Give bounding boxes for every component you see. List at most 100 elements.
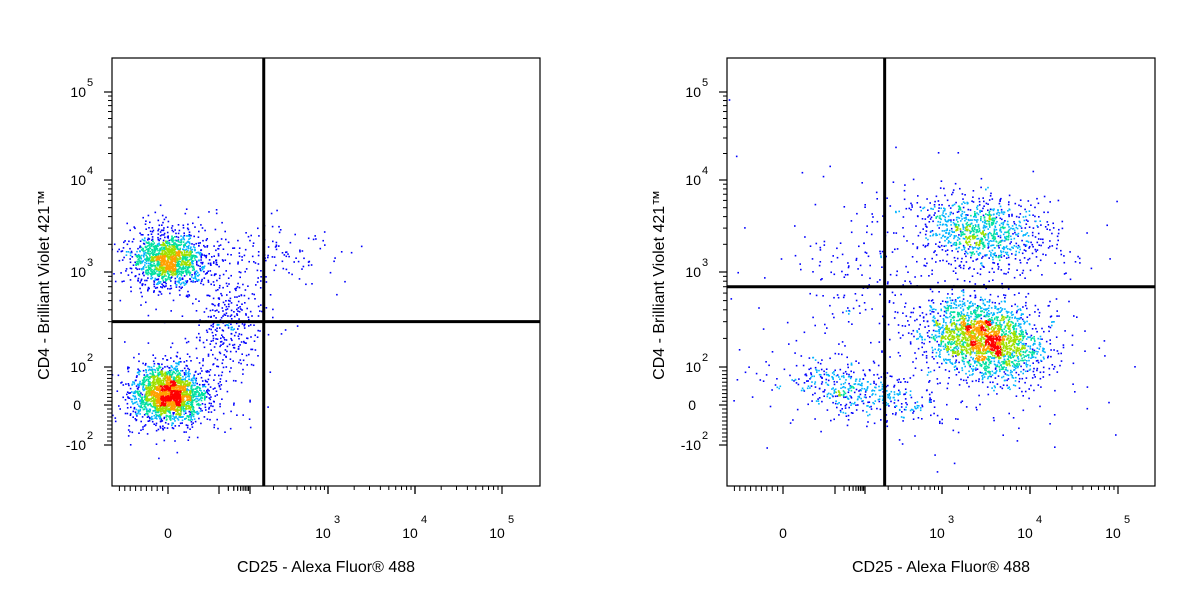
- event-point: [127, 429, 130, 431]
- event-point: [694, 351, 696, 353]
- event-point: [165, 216, 167, 219]
- event-point: [198, 273, 201, 276]
- event-point: [206, 391, 209, 394]
- event-point: [168, 253, 171, 256]
- event-point: [196, 382, 198, 385]
- event-point: [955, 201, 957, 204]
- x-tick-label: 10: [315, 525, 331, 541]
- event-point: [184, 262, 187, 264]
- event-point: [147, 378, 150, 381]
- event-point: [170, 399, 173, 401]
- event-point: [161, 252, 164, 254]
- event-point: [165, 264, 168, 267]
- event-point: [233, 334, 236, 337]
- event-point: [823, 395, 825, 397]
- event-point: [161, 363, 163, 366]
- event-point: [206, 245, 209, 247]
- event-point: [175, 271, 178, 273]
- event-point: [150, 245, 152, 247]
- event-point: [156, 386, 159, 388]
- event-point: [212, 335, 214, 337]
- event-point: [275, 248, 278, 251]
- event-point: [198, 407, 201, 409]
- event-point: [976, 305, 979, 307]
- event-point: [160, 405, 162, 407]
- event-point: [167, 260, 169, 262]
- event-point: [175, 380, 177, 382]
- event-point: [147, 234, 150, 236]
- event-point: [864, 251, 867, 254]
- event-point: [202, 385, 204, 388]
- event-point: [237, 307, 240, 309]
- event-point: [162, 380, 165, 383]
- event-point: [138, 405, 140, 407]
- event-point: [190, 276, 193, 278]
- event-point: [127, 396, 129, 398]
- event-point: [210, 402, 212, 405]
- event-point: [1004, 373, 1007, 375]
- event-point: [211, 331, 214, 334]
- event-point: [126, 402, 129, 405]
- event-point: [165, 386, 168, 389]
- event-point: [220, 337, 222, 340]
- event-point: [171, 255, 174, 258]
- event-point: [149, 250, 151, 253]
- event-point: [163, 261, 165, 263]
- event-point: [162, 244, 165, 246]
- event-point: [974, 296, 977, 298]
- event-point: [163, 281, 165, 284]
- event-point: [905, 315, 908, 317]
- event-point: [152, 403, 155, 405]
- event-point: [135, 275, 137, 277]
- event-point: [244, 248, 247, 251]
- event-point: [169, 243, 171, 246]
- event-point: [221, 307, 224, 309]
- event-point: [976, 368, 979, 370]
- event-point: [200, 261, 202, 264]
- event-point: [142, 267, 144, 270]
- event-point: [1026, 370, 1029, 372]
- event-point: [182, 236, 184, 239]
- event-point: [173, 416, 176, 419]
- event-point: [170, 227, 173, 229]
- event-point: [237, 261, 239, 263]
- event-point: [177, 232, 180, 235]
- event-point: [155, 416, 157, 418]
- event-point: [198, 417, 200, 420]
- event-point: [971, 380, 974, 383]
- event-point: [1060, 360, 1063, 362]
- event-point: [194, 275, 196, 277]
- event-point: [855, 299, 858, 302]
- event-point: [153, 382, 156, 385]
- event-point: [197, 373, 199, 375]
- event-point: [187, 375, 189, 378]
- event-point: [129, 413, 132, 415]
- event-point: [197, 395, 199, 398]
- event-point: [150, 259, 152, 262]
- event-point: [161, 407, 163, 410]
- event-point: [178, 425, 180, 427]
- event-point: [957, 250, 959, 253]
- event-point: [875, 191, 878, 194]
- event-point: [164, 236, 166, 239]
- event-point: [167, 272, 169, 274]
- event-point: [888, 405, 890, 407]
- event-point: [198, 362, 201, 364]
- event-point: [187, 405, 189, 408]
- event-point: [184, 258, 186, 261]
- event-point: [171, 266, 174, 268]
- event-point: [955, 272, 957, 274]
- event-point: [127, 368, 129, 370]
- event-point: [157, 411, 160, 413]
- event-point: [944, 280, 946, 282]
- event-point: [180, 240, 183, 242]
- event-point: [143, 381, 146, 384]
- event-point: [180, 266, 182, 269]
- event-point: [927, 209, 929, 211]
- event-point: [184, 400, 186, 403]
- event-point: [176, 403, 178, 405]
- event-point: [158, 263, 161, 265]
- event-point: [153, 268, 156, 271]
- event-point: [158, 273, 160, 276]
- event-point: [152, 271, 154, 274]
